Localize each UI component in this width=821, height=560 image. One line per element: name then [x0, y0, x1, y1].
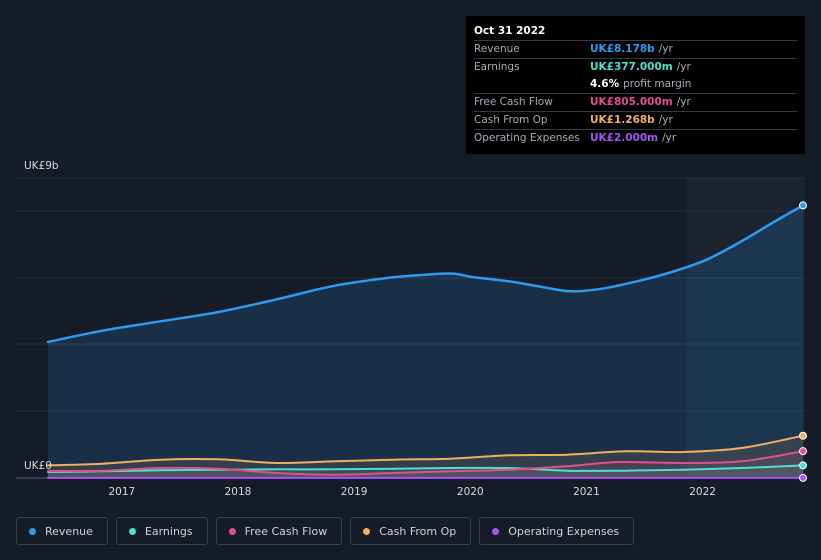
revenue-area	[48, 205, 803, 478]
tooltip-row: Revenue UK£8.178b/yr	[474, 40, 797, 58]
legend-dot-icon	[492, 527, 500, 535]
tooltip-row-label: Cash From Op	[474, 114, 548, 126]
chart-end-dots	[799, 201, 807, 482]
chart-legend: Revenue Earnings Free Cash Flow Cash From O…	[16, 517, 642, 547]
tooltip-row-label	[474, 76, 590, 93]
legend-label: Free Cash Flow	[244, 524, 328, 538]
tooltip-row: Operating Expenses UK£2.000m/yr	[474, 129, 797, 147]
cash-from-op-end-dot	[799, 431, 807, 440]
legend-item-cash-from-op[interactable]: Cash From Op	[350, 517, 472, 545]
tooltip-row-value: UK£8.178b	[590, 43, 655, 55]
free-cash-flow-end-dot	[799, 447, 807, 456]
x-tick-label: 2022	[689, 486, 716, 498]
tooltip-row-value: UK£377.000m	[590, 61, 673, 73]
tooltip-row-label: Earnings	[474, 61, 520, 73]
tooltip-row: 4.6% profit margin	[474, 76, 797, 93]
legend-dot-icon	[363, 527, 371, 535]
legend-item-operating-expenses[interactable]: Operating Expenses	[479, 517, 635, 545]
tooltip-row-unit: /yr	[662, 132, 677, 144]
earnings-end-dot	[799, 461, 807, 470]
operating-expenses-end-dot	[799, 473, 807, 482]
tooltip-row-unit: /yr	[658, 114, 673, 126]
legend-item-free-cash-flow[interactable]: Free Cash Flow	[215, 517, 343, 545]
legend-label: Operating Expenses	[508, 524, 620, 538]
chart-tooltip: Oct 31 2022 Revenue UK£8.178b/yr Earnings U…	[466, 16, 805, 154]
cash-from-op-line	[47, 434, 804, 467]
chart-lines	[46, 204, 805, 479]
x-tick-label: 2018	[225, 486, 252, 498]
tooltip-row-label: Free Cash Flow	[474, 96, 553, 108]
tooltip-row-value: UK£1.268b	[590, 114, 655, 126]
tooltip-row-unit: /yr	[676, 96, 691, 108]
forecast-region	[686, 178, 805, 478]
legend-label: Earnings	[144, 524, 193, 538]
legend-dot-icon	[128, 527, 136, 535]
tooltip-row-value: 4.6%	[590, 78, 620, 90]
legend-item-earnings[interactable]: Earnings	[115, 517, 208, 545]
tooltip-row-unit: /yr	[658, 43, 673, 55]
tooltip-date: Oct 31 2022	[474, 25, 546, 37]
y-axis-top-label: UK£9b	[24, 160, 59, 172]
x-tick-label: 2021	[573, 486, 600, 498]
tooltip-row-value: UK£805.000m	[590, 96, 673, 108]
tooltip-row: Free Cash Flow UK£805.000m/yr	[474, 93, 797, 111]
x-tick-label: 2017	[108, 486, 135, 498]
free-cash-flow-line	[47, 450, 804, 476]
revenue-end-dot	[799, 201, 807, 210]
tooltip-row: Earnings UK£377.000m/yr	[474, 58, 797, 76]
tooltip-row-label: Operating Expenses	[474, 132, 580, 144]
tooltip-row-value: UK£2.000m	[590, 132, 659, 144]
legend-item-revenue[interactable]: Revenue	[16, 517, 108, 545]
legend-dot-icon	[29, 527, 36, 535]
x-tick-label: 2020	[457, 486, 484, 498]
revenue-line	[46, 204, 805, 344]
x-axis-ticks: 2017 2018 2019 2020 2021 2022	[108, 486, 716, 498]
y-axis-bottom-label: UK£0	[24, 460, 52, 472]
chart-grid	[16, 177, 805, 479]
tooltip-row-unit: profit margin	[623, 78, 692, 90]
earnings-line	[47, 464, 804, 473]
legend-label: Cash From Op	[379, 524, 457, 538]
tooltip-row-unit: /yr	[676, 61, 691, 73]
cash-from-op-area	[48, 435, 803, 478]
legend-label: Revenue	[45, 524, 93, 538]
legend-dot-icon	[228, 527, 236, 535]
x-tick-label: 2019	[341, 486, 368, 498]
tooltip-row-label: Revenue	[474, 43, 520, 55]
tooltip-row: Cash From Op UK£1.268b/yr	[474, 111, 797, 129]
